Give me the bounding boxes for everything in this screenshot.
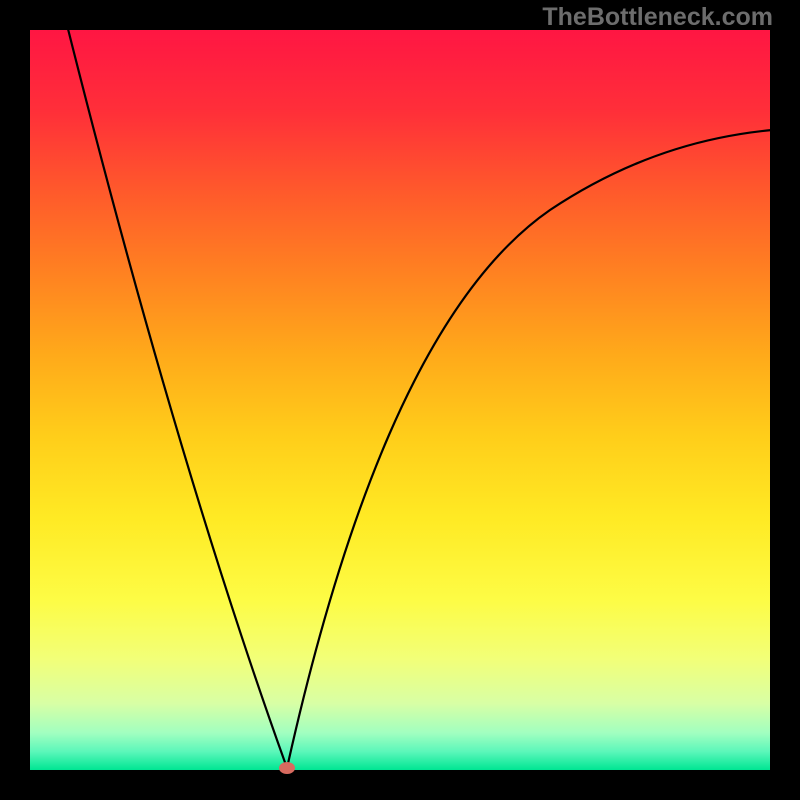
watermark-text: TheBottleneck.com xyxy=(542,3,773,32)
plot-background xyxy=(30,30,770,770)
chart-container: TheBottleneck.com xyxy=(0,0,800,800)
minimum-marker xyxy=(279,762,295,774)
chart-svg xyxy=(0,0,800,800)
